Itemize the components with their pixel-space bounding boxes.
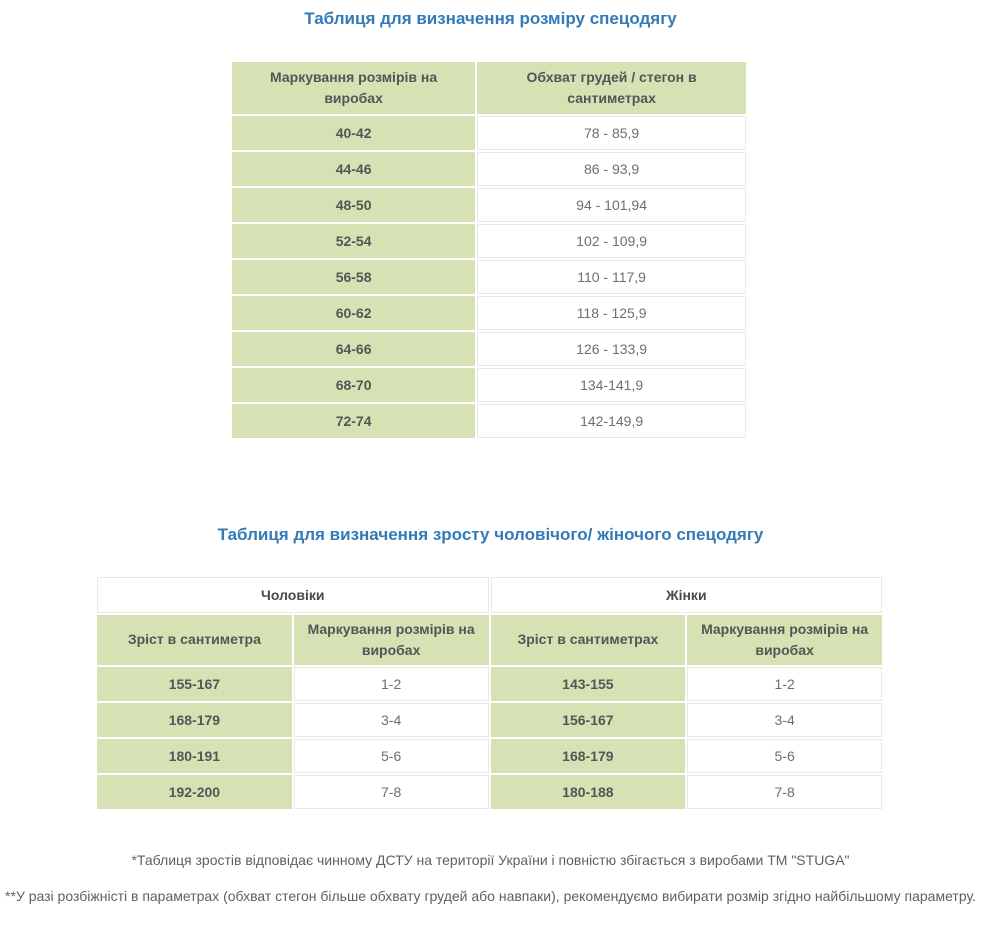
men-mark-cell: 7-8	[293, 774, 489, 809]
table-row: 192-200 7-8 180-188 7-8	[97, 774, 882, 809]
size-mark-cell: 52-54	[232, 224, 476, 259]
table-row: 155-167 1-2 143-155 1-2	[97, 666, 882, 701]
women-height-header: Зріст в сантиметрах	[490, 614, 686, 665]
girth-cell: 102 - 109,9	[477, 224, 746, 259]
footnote-discrepancy: **У разі розбіжністі в параметрах (обхва…	[5, 887, 976, 904]
height-table-group-row: Чоловіки Жінки	[97, 576, 882, 613]
table-row: 168-179 3-4 156-167 3-4	[97, 702, 882, 737]
height-table: Чоловіки Жінки Зріст в сантиметра Маркув…	[95, 575, 884, 811]
girth-cell: 110 - 117,9	[477, 260, 746, 295]
women-group-header: Жінки	[490, 576, 882, 613]
size-mark-cell: 72-74	[232, 404, 476, 439]
table-row: 48-50 94 - 101,94	[232, 188, 746, 223]
girth-cell: 118 - 125,9	[477, 296, 746, 331]
men-mark-cell: 3-4	[293, 702, 489, 737]
table-row: 72-74 142-149,9	[232, 404, 746, 439]
girth-cell: 94 - 101,94	[477, 188, 746, 223]
table-row: 60-62 118 - 125,9	[232, 296, 746, 331]
size-table-title: Таблиця для визначення розміру спецодягу	[304, 9, 677, 28]
girth-cell: 142-149,9	[477, 404, 746, 439]
women-mark-cell: 5-6	[687, 738, 882, 773]
size-mark-cell: 48-50	[232, 188, 476, 223]
footnote-dstu: *Таблиця зростів відповідає чинному ДСТУ…	[131, 851, 850, 868]
size-table-header-girth: Обхват грудей / стегон в сантиметрах	[477, 62, 746, 115]
table-row: 40-42 78 - 85,9	[232, 116, 746, 151]
men-height-cell: 168-179	[97, 702, 292, 737]
height-table-header-row: Зріст в сантиметра Маркування розмірів н…	[97, 614, 882, 665]
table-row: 52-54 102 - 109,9	[232, 224, 746, 259]
men-height-header: Зріст в сантиметра	[97, 614, 292, 665]
size-mark-cell: 56-58	[232, 260, 476, 295]
women-height-cell: 168-179	[490, 738, 686, 773]
table-row: 64-66 126 - 133,9	[232, 332, 746, 367]
size-mark-cell: 68-70	[232, 368, 476, 403]
size-mark-cell: 44-46	[232, 152, 476, 187]
women-height-cell: 143-155	[490, 666, 686, 701]
women-height-cell: 156-167	[490, 702, 686, 737]
size-mark-cell: 60-62	[232, 296, 476, 331]
size-table: Маркування розмірів на виробах Обхват гр…	[230, 60, 748, 440]
girth-cell: 134-141,9	[477, 368, 746, 403]
women-mark-cell: 1-2	[687, 666, 882, 701]
girth-cell: 86 - 93,9	[477, 152, 746, 187]
table-row: 68-70 134-141,9	[232, 368, 746, 403]
table-row: 180-191 5-6 168-179 5-6	[97, 738, 882, 773]
table-row: 56-58 110 - 117,9	[232, 260, 746, 295]
size-table-header-row: Маркування розмірів на виробах Обхват гр…	[232, 62, 746, 115]
men-mark-header: Маркування розмірів на виробах	[293, 614, 489, 665]
size-mark-cell: 40-42	[232, 116, 476, 151]
men-mark-cell: 5-6	[293, 738, 489, 773]
men-height-cell: 155-167	[97, 666, 292, 701]
girth-cell: 78 - 85,9	[477, 116, 746, 151]
men-group-header: Чоловіки	[97, 576, 489, 613]
table-row: 44-46 86 - 93,9	[232, 152, 746, 187]
size-table-header-mark: Маркування розмірів на виробах	[232, 62, 476, 115]
men-height-cell: 192-200	[97, 774, 292, 809]
girth-cell: 126 - 133,9	[477, 332, 746, 367]
men-mark-cell: 1-2	[293, 666, 489, 701]
women-mark-cell: 7-8	[687, 774, 882, 809]
women-mark-cell: 3-4	[687, 702, 882, 737]
size-mark-cell: 64-66	[232, 332, 476, 367]
women-mark-header: Маркування розмірів на виробах	[687, 614, 882, 665]
height-table-title: Таблиця для визначення зросту чоловічого…	[217, 525, 764, 545]
women-height-cell: 180-188	[490, 774, 686, 809]
men-height-cell: 180-191	[97, 738, 292, 773]
